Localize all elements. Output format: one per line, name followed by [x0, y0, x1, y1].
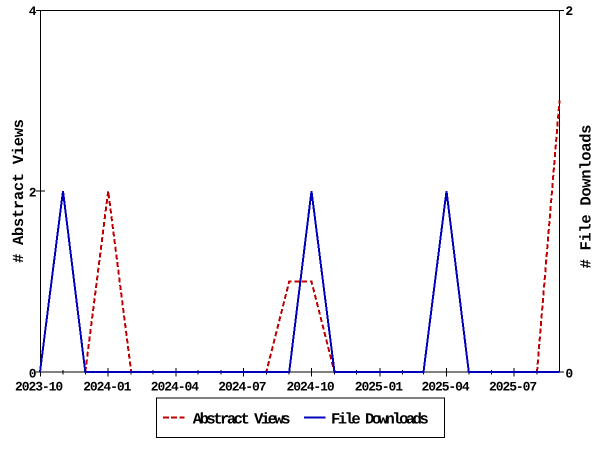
svg-text:0: 0	[565, 366, 573, 381]
svg-text:# Abstract Views: # Abstract Views	[10, 119, 28, 263]
svg-text:2024-10: 2024-10	[287, 379, 335, 394]
svg-text:2: 2	[565, 4, 573, 19]
svg-text:File Downloads: File Downloads	[331, 410, 429, 428]
svg-text:4: 4	[29, 4, 37, 19]
svg-text:2: 2	[29, 186, 37, 201]
svg-text:2023-10: 2023-10	[15, 379, 63, 394]
svg-text:2025-04: 2025-04	[422, 379, 470, 394]
svg-text:2024-01: 2024-01	[83, 379, 131, 394]
svg-text:2024-04: 2024-04	[151, 379, 199, 394]
svg-text:0: 0	[29, 366, 37, 381]
svg-text:# File Downloads: # File Downloads	[578, 125, 596, 269]
svg-text:Abstract Views: Abstract Views	[193, 410, 291, 428]
svg-text:2025-01: 2025-01	[355, 379, 403, 394]
svg-text:2025-07: 2025-07	[489, 379, 537, 394]
svg-text:2024-07: 2024-07	[218, 379, 266, 394]
